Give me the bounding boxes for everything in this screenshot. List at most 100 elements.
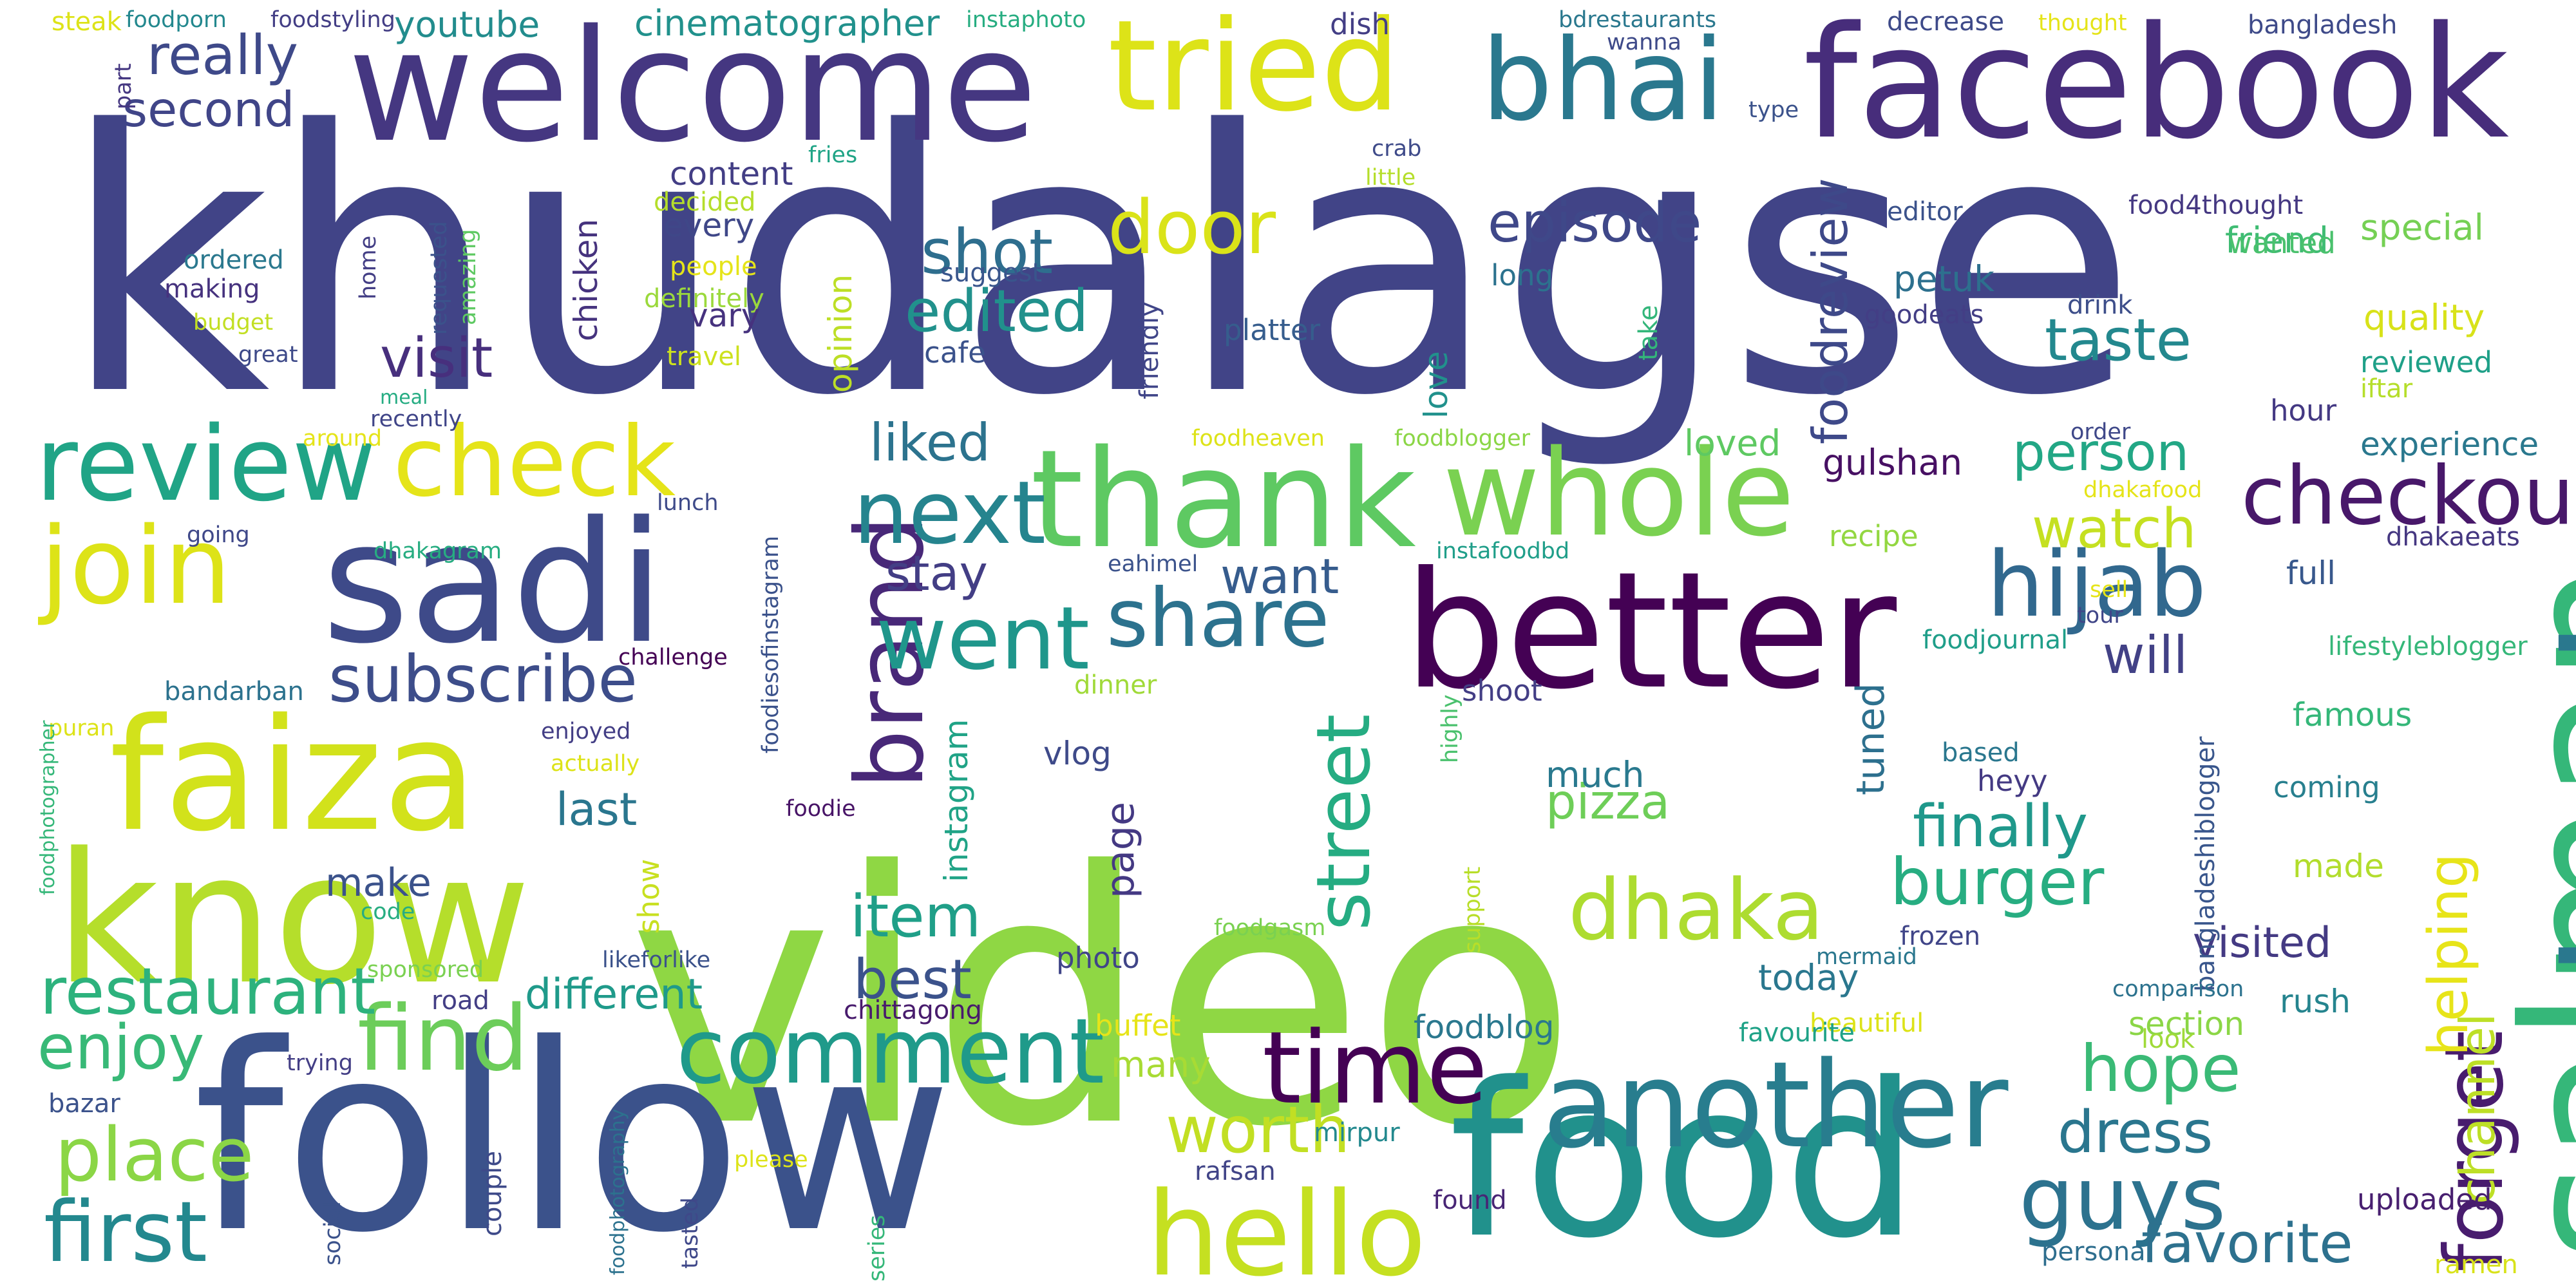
word-rush: rush bbox=[2280, 983, 2351, 1020]
word-challenge: challenge bbox=[618, 644, 728, 670]
word-different: different bbox=[525, 970, 703, 1019]
word-foodphotography: foodphotography bbox=[607, 1108, 629, 1275]
word-faiza: faiza bbox=[109, 685, 478, 866]
word-road: road bbox=[431, 986, 489, 1016]
word-channel: channel bbox=[2449, 1013, 2506, 1204]
word-made: made bbox=[2293, 848, 2384, 885]
word-instaphoto: instaphoto bbox=[966, 6, 1086, 33]
word-meal: meal bbox=[380, 386, 428, 409]
word-beautiful: beautiful bbox=[1810, 1009, 1924, 1038]
word-personal: personal bbox=[2041, 1237, 2153, 1267]
word-join: join bbox=[40, 504, 232, 628]
word-today: today bbox=[1758, 956, 1859, 998]
word-code: code bbox=[361, 898, 415, 925]
word-instagram: instagram bbox=[938, 719, 975, 882]
word-likeforlike: likeforlike bbox=[602, 947, 711, 973]
word-second: second bbox=[122, 80, 295, 138]
word-foodphotographer: foodphotographer bbox=[37, 720, 59, 895]
word-tour: tour bbox=[2077, 602, 2123, 629]
word-crab: crab bbox=[1372, 135, 1422, 162]
word-restaurant: restaurant bbox=[40, 954, 376, 1029]
word-foodstyling: foodstyling bbox=[270, 6, 395, 33]
word-section: section bbox=[2128, 1005, 2245, 1043]
word-vary: vary bbox=[689, 297, 761, 334]
word-review: review bbox=[35, 404, 377, 524]
word-coming: coming bbox=[2273, 770, 2380, 804]
word-street: street bbox=[1301, 714, 1387, 931]
word-bandarban: bandarban bbox=[164, 677, 304, 706]
word-iftar: iftar bbox=[2360, 374, 2413, 404]
word-mirpur: mirpur bbox=[1314, 1118, 1400, 1148]
word-look: look bbox=[2141, 1025, 2195, 1054]
word-door: door bbox=[1108, 184, 1276, 271]
word-found: found bbox=[1433, 1186, 1507, 1215]
word-dhaka: dhaka bbox=[1568, 861, 1824, 959]
word-order: order bbox=[2070, 419, 2131, 445]
word-enjoy: enjoy bbox=[37, 1012, 205, 1083]
word-ordered: ordered bbox=[184, 245, 284, 275]
word-back: back bbox=[2529, 565, 2576, 979]
word-every: every bbox=[663, 207, 755, 244]
word-guys: guys bbox=[2019, 1148, 2226, 1249]
word-dress: dress bbox=[2058, 1099, 2213, 1166]
word-want: want bbox=[1220, 547, 1340, 605]
word-vlog: vlog bbox=[1043, 735, 1112, 772]
word-burger: burger bbox=[1890, 844, 2105, 920]
word-please: please bbox=[734, 1146, 808, 1173]
word-requested: requested bbox=[426, 221, 452, 335]
word-frozen: frozen bbox=[1900, 922, 1981, 951]
word-enjoyed: enjoyed bbox=[541, 718, 631, 744]
word-video: video bbox=[628, 799, 1578, 1203]
word-thank: thank bbox=[1030, 421, 1416, 578]
word-mermaid: mermaid bbox=[1816, 943, 1917, 970]
word-wanna: wanna bbox=[1607, 29, 1681, 55]
word-social: social bbox=[320, 1201, 346, 1265]
word-recently: recently bbox=[370, 406, 462, 432]
word-subscribe: subscribe bbox=[328, 641, 638, 717]
word-based: based bbox=[1942, 738, 2020, 768]
word-puran: puran bbox=[48, 715, 115, 741]
word-will: will bbox=[2103, 625, 2188, 685]
word-follow: follow bbox=[193, 990, 953, 1288]
word-buffet: buffet bbox=[1095, 1008, 1181, 1043]
word-amazing: amazing bbox=[455, 229, 481, 326]
word-type: type bbox=[1748, 97, 1799, 123]
word-take: take bbox=[1634, 305, 1663, 361]
word-welcome: welcome bbox=[348, 0, 1037, 176]
word-favourite: favourite bbox=[1739, 1018, 1855, 1048]
word-decrease: decrease bbox=[1887, 7, 2005, 37]
word-shot: shot bbox=[921, 216, 1054, 288]
word-youtube: youtube bbox=[394, 3, 540, 45]
word-great: great bbox=[238, 341, 298, 368]
word-foodblog: foodblog bbox=[1414, 1009, 1555, 1046]
word-show: show bbox=[632, 858, 666, 934]
word-chicken: chicken bbox=[567, 218, 605, 341]
word-editor: editor bbox=[1887, 197, 1963, 227]
word-item: item bbox=[850, 883, 981, 951]
word-couple: couple bbox=[478, 1151, 507, 1236]
word-tasted: tasted bbox=[677, 1197, 703, 1269]
word-khudalagse: khudalagse bbox=[61, 55, 2137, 475]
word-hello: hello bbox=[1146, 1168, 1426, 1288]
word-petuk: petuk bbox=[1893, 258, 1995, 299]
word-episode: episode bbox=[1488, 191, 1702, 255]
word-really: really bbox=[147, 23, 298, 88]
word-checkout: checkout bbox=[2241, 449, 2576, 543]
word-actually: actually bbox=[551, 750, 640, 777]
word-first: first bbox=[44, 1183, 208, 1281]
word-dhakaeats: dhakaeats bbox=[2386, 522, 2520, 552]
word-time: time bbox=[1262, 1009, 1488, 1126]
word-recipe: recipe bbox=[1829, 518, 1918, 553]
word-sadi: sadi bbox=[322, 486, 665, 681]
word-last: last bbox=[556, 783, 638, 836]
word-find: find bbox=[357, 987, 529, 1092]
word-going: going bbox=[187, 522, 250, 548]
word-foodheaven: foodheaven bbox=[1191, 425, 1325, 451]
word-platter: platter bbox=[1224, 312, 1321, 347]
word-better: better bbox=[1404, 537, 1897, 724]
word-place: place bbox=[55, 1112, 254, 1198]
word-dish: dish bbox=[1330, 6, 1390, 41]
word-budget: budget bbox=[193, 309, 274, 336]
word-bhai: bhai bbox=[1481, 15, 1725, 146]
word-special: special bbox=[2360, 206, 2484, 248]
